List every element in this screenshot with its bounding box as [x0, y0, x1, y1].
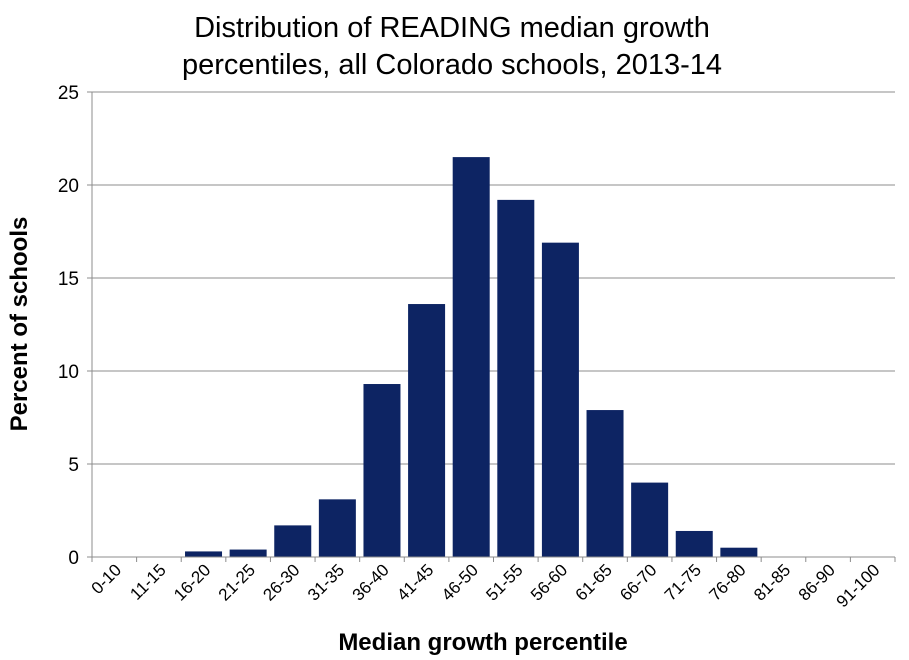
- x-tick-label-46-50: 46-50: [438, 560, 482, 604]
- y-tick-label: 15: [58, 269, 79, 290]
- bar-31-35: [318, 499, 356, 557]
- x-tick-label-81-85: 81-85: [750, 560, 794, 604]
- x-tick-label-36-40: 36-40: [349, 560, 393, 604]
- x-tick-label-21-25: 21-25: [215, 560, 259, 604]
- bar-26-30: [274, 525, 312, 557]
- bar-36-40: [363, 384, 401, 557]
- bar-41-45: [408, 304, 446, 557]
- gridlines: [92, 91, 895, 465]
- y-tick-label: 10: [58, 362, 79, 383]
- x-tick-label-11-15: 11-15: [126, 560, 169, 603]
- x-tick-label-0-10: 0-10: [88, 560, 125, 597]
- x-tick-label-51-55: 51-55: [482, 560, 526, 604]
- y-tick-label: 5: [68, 455, 79, 476]
- y-axis-title: Percent of schools: [6, 217, 33, 432]
- x-tick-label-66-70: 66-70: [616, 560, 660, 604]
- x-tick-label-41-45: 41-45: [393, 560, 437, 604]
- bar-16-20: [185, 551, 223, 557]
- bar-21-25: [229, 549, 267, 557]
- bar-71-75: [675, 530, 713, 557]
- bar-66-70: [631, 482, 669, 557]
- bars: [185, 157, 758, 557]
- bar-51-55: [497, 199, 535, 557]
- bar-61-65: [586, 410, 624, 557]
- y-tick-label: 0: [68, 548, 79, 569]
- x-tick-label-61-65: 61-65: [572, 560, 616, 604]
- x-tick-label-26-30: 26-30: [259, 560, 303, 604]
- bar-56-60: [541, 242, 579, 557]
- y-tick-label: 20: [58, 176, 79, 197]
- y-tick-label: 25: [58, 83, 79, 104]
- x-tick-label-91-100: 91-100: [833, 560, 884, 611]
- y-tick-labels: 0 5 10 15 20 25: [58, 83, 92, 569]
- chart-title-line-1: Distribution of READING median growth: [194, 12, 710, 44]
- x-tick-label-71-75: 71-75: [661, 560, 705, 604]
- x-tick-label-31-35: 31-35: [304, 560, 348, 604]
- chart-title-line-2: percentiles, all Colorado schools, 2013-…: [182, 49, 722, 81]
- x-tick-label-16-20: 16-20: [170, 560, 214, 604]
- axes: [91, 92, 895, 558]
- x-tick-label-56-60: 56-60: [527, 560, 571, 604]
- x-tick-labels: 0-10 11-15 16-20 21-25 26-30 31-35 36-40 41-45 4…: [88, 557, 896, 611]
- x-axis-title: Median growth percentile: [338, 629, 627, 656]
- bar-76-80: [720, 547, 758, 557]
- bar-46-50: [452, 157, 490, 557]
- x-tick-label-76-80: 76-80: [706, 560, 750, 604]
